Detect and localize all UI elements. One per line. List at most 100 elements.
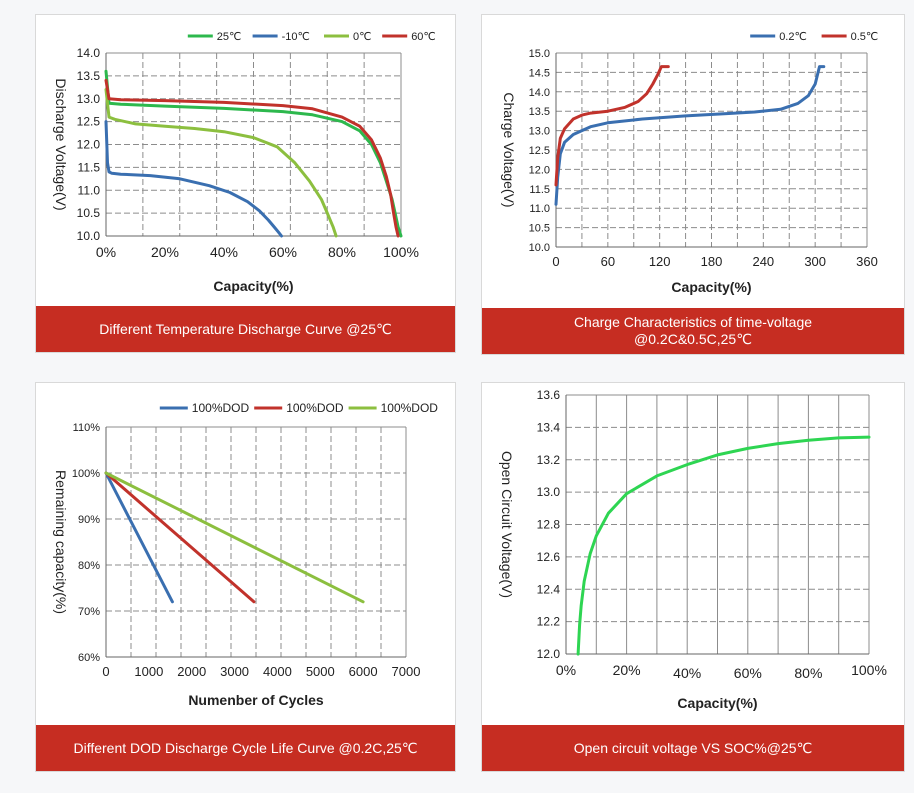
x-tick-label: 6000 <box>349 664 378 679</box>
x-tick-label: 240 <box>752 254 774 269</box>
x-tick-label: 1000 <box>134 664 163 679</box>
y-tick-label: 90% <box>78 514 100 526</box>
y-tick-label: 12.0 <box>77 138 101 152</box>
y-tick-label: 13.0 <box>529 126 550 138</box>
x-tick-label: 20% <box>151 244 179 260</box>
x-tick-label: 0 <box>552 254 559 269</box>
x-tick-label: 4000 <box>263 664 292 679</box>
y-tick-label: 80% <box>78 560 100 572</box>
caption-line-1: Charge Characteristics of time-voltage <box>573 314 813 330</box>
x-tick-label: 40% <box>210 244 238 260</box>
series-line <box>104 78 400 238</box>
x-tick-label: 120 <box>649 254 671 269</box>
x-axis-label: Numenber of Cycles <box>188 692 324 708</box>
grid <box>565 394 870 655</box>
legend-label: 0℃ <box>353 31 371 43</box>
x-tick-label: 180 <box>701 254 723 269</box>
chart-caption: Charge Characteristics of time-voltage @… <box>482 308 904 354</box>
x-tick-label: 5000 <box>306 664 335 679</box>
y-tick-label: 70% <box>78 606 100 618</box>
y-axis-label: Charge Voltage(V) <box>501 92 517 207</box>
chart-charge-characteristics: 10.0 10.5 11.0 11.5 12.0 12.5 13.0 13.5 14.0 14.5… <box>501 31 878 295</box>
chart-caption: Different DOD Discharge Cycle Life Curve… <box>36 725 455 771</box>
legend-label: -10℃ <box>282 31 310 43</box>
x-tick-label: 7000 <box>392 664 421 679</box>
x-tick-label: 60% <box>734 665 762 681</box>
x-tick-label: 80% <box>794 665 822 681</box>
grid <box>105 52 402 237</box>
y-tick-label: 10.5 <box>529 223 550 235</box>
legend: 60℃ 0℃ -10℃ 25℃ <box>187 31 436 43</box>
grid <box>105 426 407 658</box>
series-line <box>104 88 338 238</box>
chart-caption: Open circuit voltage VS SOC%@25℃ <box>482 725 904 771</box>
x-axis-label: Capacity(%) <box>671 279 751 295</box>
caption-text: Different Temperature Discharge Curve @2… <box>99 320 392 337</box>
legend-label: 0.2℃ <box>779 31 807 43</box>
y-axis-label: Open Circuit Voltage(V) <box>499 451 515 598</box>
y-tick-label: 13.5 <box>77 69 101 83</box>
x-tick-label: 360 <box>856 254 878 269</box>
y-tick-label: 100% <box>72 468 100 480</box>
series-line <box>104 471 256 604</box>
x-tick-label: 100% <box>851 662 887 678</box>
chart-cycle-life: 60% 70% 80% 90% 100% 110% 0 1000 2000 3000 4000 500… <box>53 401 439 708</box>
y-tick-label: 11.5 <box>529 184 550 196</box>
y-tick-label: 12.4 <box>537 582 561 596</box>
chart-panel-open-circuit-voltage: 12.0 12.2 12.4 12.6 12.8 13.0 13.2 13.4 13.6 0% 20… <box>481 382 905 772</box>
chart-temperature-discharge: 10.0 10.5 11.0 11.5 12.0 12.5 13.0 13.5 14.0 0% 20… <box>53 31 436 294</box>
series-line <box>576 435 871 656</box>
y-tick-label: 12.0 <box>537 647 561 661</box>
y-tick-label: 15.0 <box>529 48 550 60</box>
y-tick-label: 10.5 <box>77 206 101 220</box>
y-tick-label: 12.2 <box>537 615 561 629</box>
chart-panel-charge-characteristics: 10.0 10.5 11.0 11.5 12.0 12.5 13.0 13.5 14.0 14.5… <box>481 14 905 355</box>
y-tick-label: 13.4 <box>537 420 561 434</box>
legend-label: 100%DOD <box>286 401 344 415</box>
legend-label: 25℃ <box>217 31 242 43</box>
y-tick-label: 12.0 <box>529 164 550 176</box>
series-line <box>104 471 365 604</box>
y-tick-label: 12.6 <box>537 550 561 564</box>
y-tick-label: 13.5 <box>529 106 550 118</box>
y-tick-label: 10.0 <box>529 242 550 254</box>
series-line <box>554 65 826 206</box>
y-tick-label: 10.0 <box>77 229 101 243</box>
y-tick-label: 12.5 <box>77 115 101 129</box>
chart-caption: Different Temperature Discharge Curve @2… <box>36 306 455 352</box>
x-tick-label: 40% <box>673 665 701 681</box>
x-tick-label: 100% <box>383 244 419 260</box>
y-tick-label: 11.5 <box>78 160 101 174</box>
y-tick-label: 60% <box>78 652 100 664</box>
grid <box>555 52 868 248</box>
x-axis-label: Capacity(%) <box>213 278 293 294</box>
x-tick-label: 0% <box>96 244 116 260</box>
legend-label: 0.5℃ <box>851 31 879 43</box>
x-tick-label: 300 <box>804 254 826 269</box>
y-tick-label: 12.5 <box>529 145 550 157</box>
x-tick-label: 60 <box>601 254 615 269</box>
y-tick-label: 12.8 <box>537 518 561 532</box>
x-tick-label: 20% <box>613 662 641 678</box>
y-tick-label: 13.0 <box>77 92 101 106</box>
chart-panel-cycle-life: 60% 70% 80% 90% 100% 110% 0 1000 2000 3000 4000 500… <box>35 382 456 772</box>
y-tick-label: 14.5 <box>529 67 550 79</box>
y-tick-label: 11.0 <box>78 183 101 197</box>
x-tick-label: 0% <box>556 662 576 678</box>
y-axis-label: Discharge Voltage(V) <box>53 78 69 210</box>
y-tick-label: 13.2 <box>537 453 561 467</box>
y-tick-label: 13.0 <box>537 485 561 499</box>
x-tick-label: 0 <box>102 664 109 679</box>
x-tick-label: 3000 <box>220 664 249 679</box>
series-line <box>104 471 174 604</box>
series-line <box>104 120 283 238</box>
x-axis-label: Capacity(%) <box>677 695 757 711</box>
legend-label: 100%DOD <box>192 401 250 415</box>
legend-label: 60℃ <box>411 31 436 43</box>
caption-line-2: @0.2C&0.5C,25℃ <box>634 331 752 347</box>
legend-label: 100%DOD <box>381 401 439 415</box>
caption-text: Different DOD Discharge Cycle Life Curve… <box>73 739 418 756</box>
chart-panel-temperature-discharge: 10.0 10.5 11.0 11.5 12.0 12.5 13.0 13.5 14.0 0% 20… <box>35 14 456 353</box>
legend: 0.5℃ 0.2℃ <box>750 31 878 43</box>
legend: 100%DOD 100%DOD 100%DOD <box>159 401 439 415</box>
